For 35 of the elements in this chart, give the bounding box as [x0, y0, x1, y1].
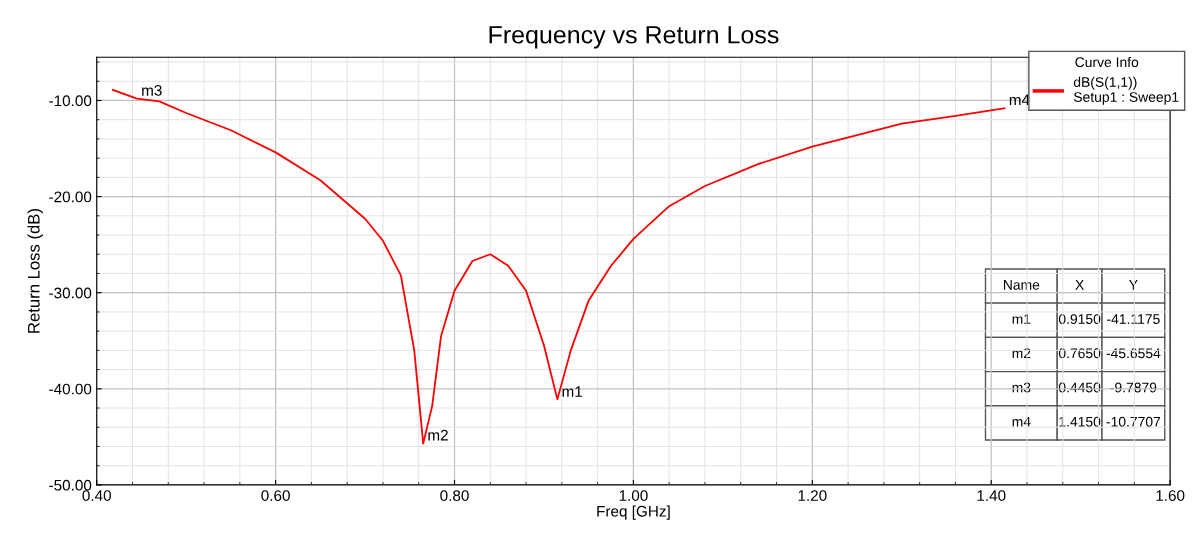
annotation: m2 — [428, 429, 448, 441]
x-tick-label: 1.20 — [798, 490, 827, 501]
y-tick-label: -50.00 — [49, 479, 92, 491]
annotation: -10.7707 — [1106, 416, 1161, 427]
annotation: X — [1075, 280, 1084, 290]
x-tick-label: 0.40 — [82, 490, 111, 501]
annotation: 0.9150 — [1058, 314, 1101, 324]
chart-title: Frequency vs Return Loss — [489, 26, 779, 49]
legend-label: dB(S(1,1)) Setup1 : Sweep1 — [1073, 76, 1179, 105]
x-tick-label: 1.00 — [619, 490, 648, 501]
x-tick-label: 0.60 — [261, 490, 290, 501]
annotation: -41.1175 — [1107, 314, 1160, 324]
y-tick-label: -20.00 — [49, 191, 92, 203]
annotation: m1 — [1012, 314, 1031, 324]
annotation: 1.4150 — [1059, 416, 1101, 427]
x-tick-label: 1.60 — [1156, 490, 1185, 501]
x-tick-label: 1.40 — [977, 490, 1006, 501]
legend-title: Curve Info — [1075, 56, 1139, 68]
y-axis-title: Return Loss (dB) — [27, 209, 43, 333]
annotation: -9.7879 — [1110, 382, 1157, 393]
x-tick-label: 0.80 — [440, 490, 469, 501]
annotation: m2 — [1012, 348, 1031, 359]
annotation: Name — [1003, 280, 1040, 290]
annotation: m3 — [142, 85, 162, 96]
annotation: m4 — [1012, 416, 1031, 427]
annotation: Y — [1129, 280, 1138, 290]
y-tick-label: -30.00 — [49, 287, 92, 299]
y-tick-label: -10.00 — [49, 95, 92, 107]
y-tick-label: -40.00 — [49, 383, 92, 395]
annotation: 0.4450 — [1058, 382, 1101, 393]
annotation: m1 — [562, 386, 583, 397]
annotation: -45.6554 — [1106, 348, 1161, 359]
annotation: m3 — [1012, 382, 1031, 393]
annotation: 0.7650 — [1058, 348, 1101, 359]
x-axis-title: Freq [GHz] — [597, 505, 670, 520]
